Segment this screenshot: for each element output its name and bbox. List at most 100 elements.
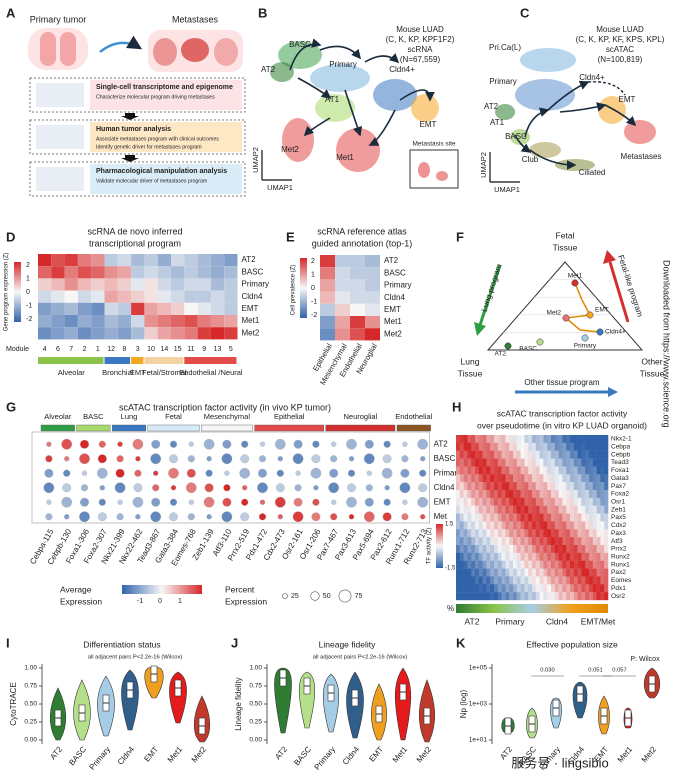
heatmap-cell <box>547 497 552 506</box>
heatmap-cell <box>497 482 502 491</box>
heatmap-cell <box>456 529 461 538</box>
dot <box>134 469 142 477</box>
axis-title: UMAP2 <box>251 147 260 173</box>
vertex-label: Lung <box>461 356 480 366</box>
heatmap-cell <box>482 442 487 451</box>
dot <box>293 497 303 507</box>
cell-cloud <box>418 162 430 178</box>
dot <box>384 485 390 491</box>
cluster-label: Met1 <box>336 153 354 162</box>
heatmap-cell <box>573 442 578 451</box>
group-label: Epithelial <box>274 412 305 421</box>
module-label: 1 <box>96 346 100 353</box>
dot <box>259 441 266 447</box>
step-title: Pharmacological manipulation analysis <box>96 168 227 175</box>
tick-label: 1.00 <box>24 665 37 672</box>
dot <box>240 512 250 522</box>
heatmap-cell <box>551 568 556 577</box>
header: (N=100,819) <box>598 55 643 64</box>
heatmap-cell <box>463 521 468 530</box>
dot <box>135 514 141 520</box>
heatmap-cell <box>520 458 525 467</box>
heatmap-cell <box>600 560 605 569</box>
heatmap-cell <box>558 521 563 530</box>
heatmap-cell <box>505 584 510 593</box>
heatmap-cell <box>467 584 472 593</box>
dot <box>363 453 375 465</box>
heatmap-cell <box>456 568 461 577</box>
heatmap-cell <box>104 315 118 328</box>
heatmap-cell <box>516 568 521 577</box>
heatmap-cell <box>592 450 597 459</box>
heatmap-cell <box>157 254 171 267</box>
heatmap-cell <box>551 560 556 569</box>
heatmap-cell <box>577 505 582 514</box>
heatmap-cell <box>551 552 556 561</box>
arrow <box>529 149 577 170</box>
group-bar <box>131 357 144 364</box>
heatmap-cell <box>320 328 335 341</box>
group-label: Primary <box>313 745 338 772</box>
heatmap-cell <box>456 466 461 475</box>
heatmap-cell <box>532 537 537 546</box>
dot <box>150 511 162 523</box>
heatmap-cell <box>184 315 198 328</box>
heatmap-cell <box>471 521 476 530</box>
heatmap-cell <box>463 482 468 491</box>
heatmap-cell <box>478 560 483 569</box>
heatmap-cell <box>471 482 476 491</box>
tick-label: 0.25 <box>24 719 37 726</box>
heatmap-cell <box>528 537 533 546</box>
heatmap-cell <box>505 435 510 444</box>
heatmap-cell <box>600 529 605 538</box>
colorbar-tick: -2 <box>311 312 317 319</box>
heatmap-cell <box>467 442 472 451</box>
dot <box>383 440 391 448</box>
dot <box>221 511 233 523</box>
group-label: AT2 <box>273 744 289 761</box>
heatmap-cell <box>104 266 118 279</box>
dot <box>61 496 73 508</box>
heatmap-cell <box>117 302 132 315</box>
size-key-label: 50 <box>323 593 331 600</box>
group-label: Endothelial <box>395 412 432 421</box>
colorbar-tick: -1 <box>137 598 143 605</box>
heatmap-cell <box>581 458 586 467</box>
heatmap-cell <box>554 442 559 451</box>
heatmap-cell <box>604 552 609 561</box>
heatmap-cell <box>467 458 472 467</box>
heatmap-cell <box>38 278 52 291</box>
heatmap-cell <box>505 458 510 467</box>
heatmap-cell <box>535 545 540 554</box>
heatmap-cell <box>335 291 350 304</box>
heatmap-cell <box>535 592 540 601</box>
heatmap-cell <box>589 560 594 569</box>
heatmap-cell <box>320 279 335 292</box>
heatmap-cell <box>482 458 487 467</box>
heatmap-cell <box>478 584 483 593</box>
heatmap-cell <box>509 513 514 522</box>
dot <box>44 468 54 478</box>
violin <box>394 667 412 741</box>
tick-label: 1e+03 <box>469 701 488 708</box>
heatmap-cell <box>486 584 491 593</box>
heatmap-cell <box>482 490 487 499</box>
heatmap-cell <box>486 450 491 459</box>
group-bar <box>200 424 253 432</box>
heatmap-cell <box>459 568 464 577</box>
module-label: 8 <box>122 346 126 353</box>
caption: Metastases <box>172 14 219 24</box>
heatmap-cell <box>38 266 52 279</box>
heatmap-cell <box>471 568 476 577</box>
heatmap-cell <box>350 303 365 316</box>
heatmap-cell <box>528 466 533 475</box>
heatmap-cell <box>596 497 601 506</box>
colorbar-tick: 0 <box>26 289 30 296</box>
heatmap-cell <box>509 482 514 491</box>
heatmap-cell <box>562 592 567 601</box>
heatmap-cell <box>505 592 510 601</box>
dot <box>79 511 90 523</box>
heatmap-cell <box>547 521 552 530</box>
heatmap-cell <box>532 482 537 491</box>
